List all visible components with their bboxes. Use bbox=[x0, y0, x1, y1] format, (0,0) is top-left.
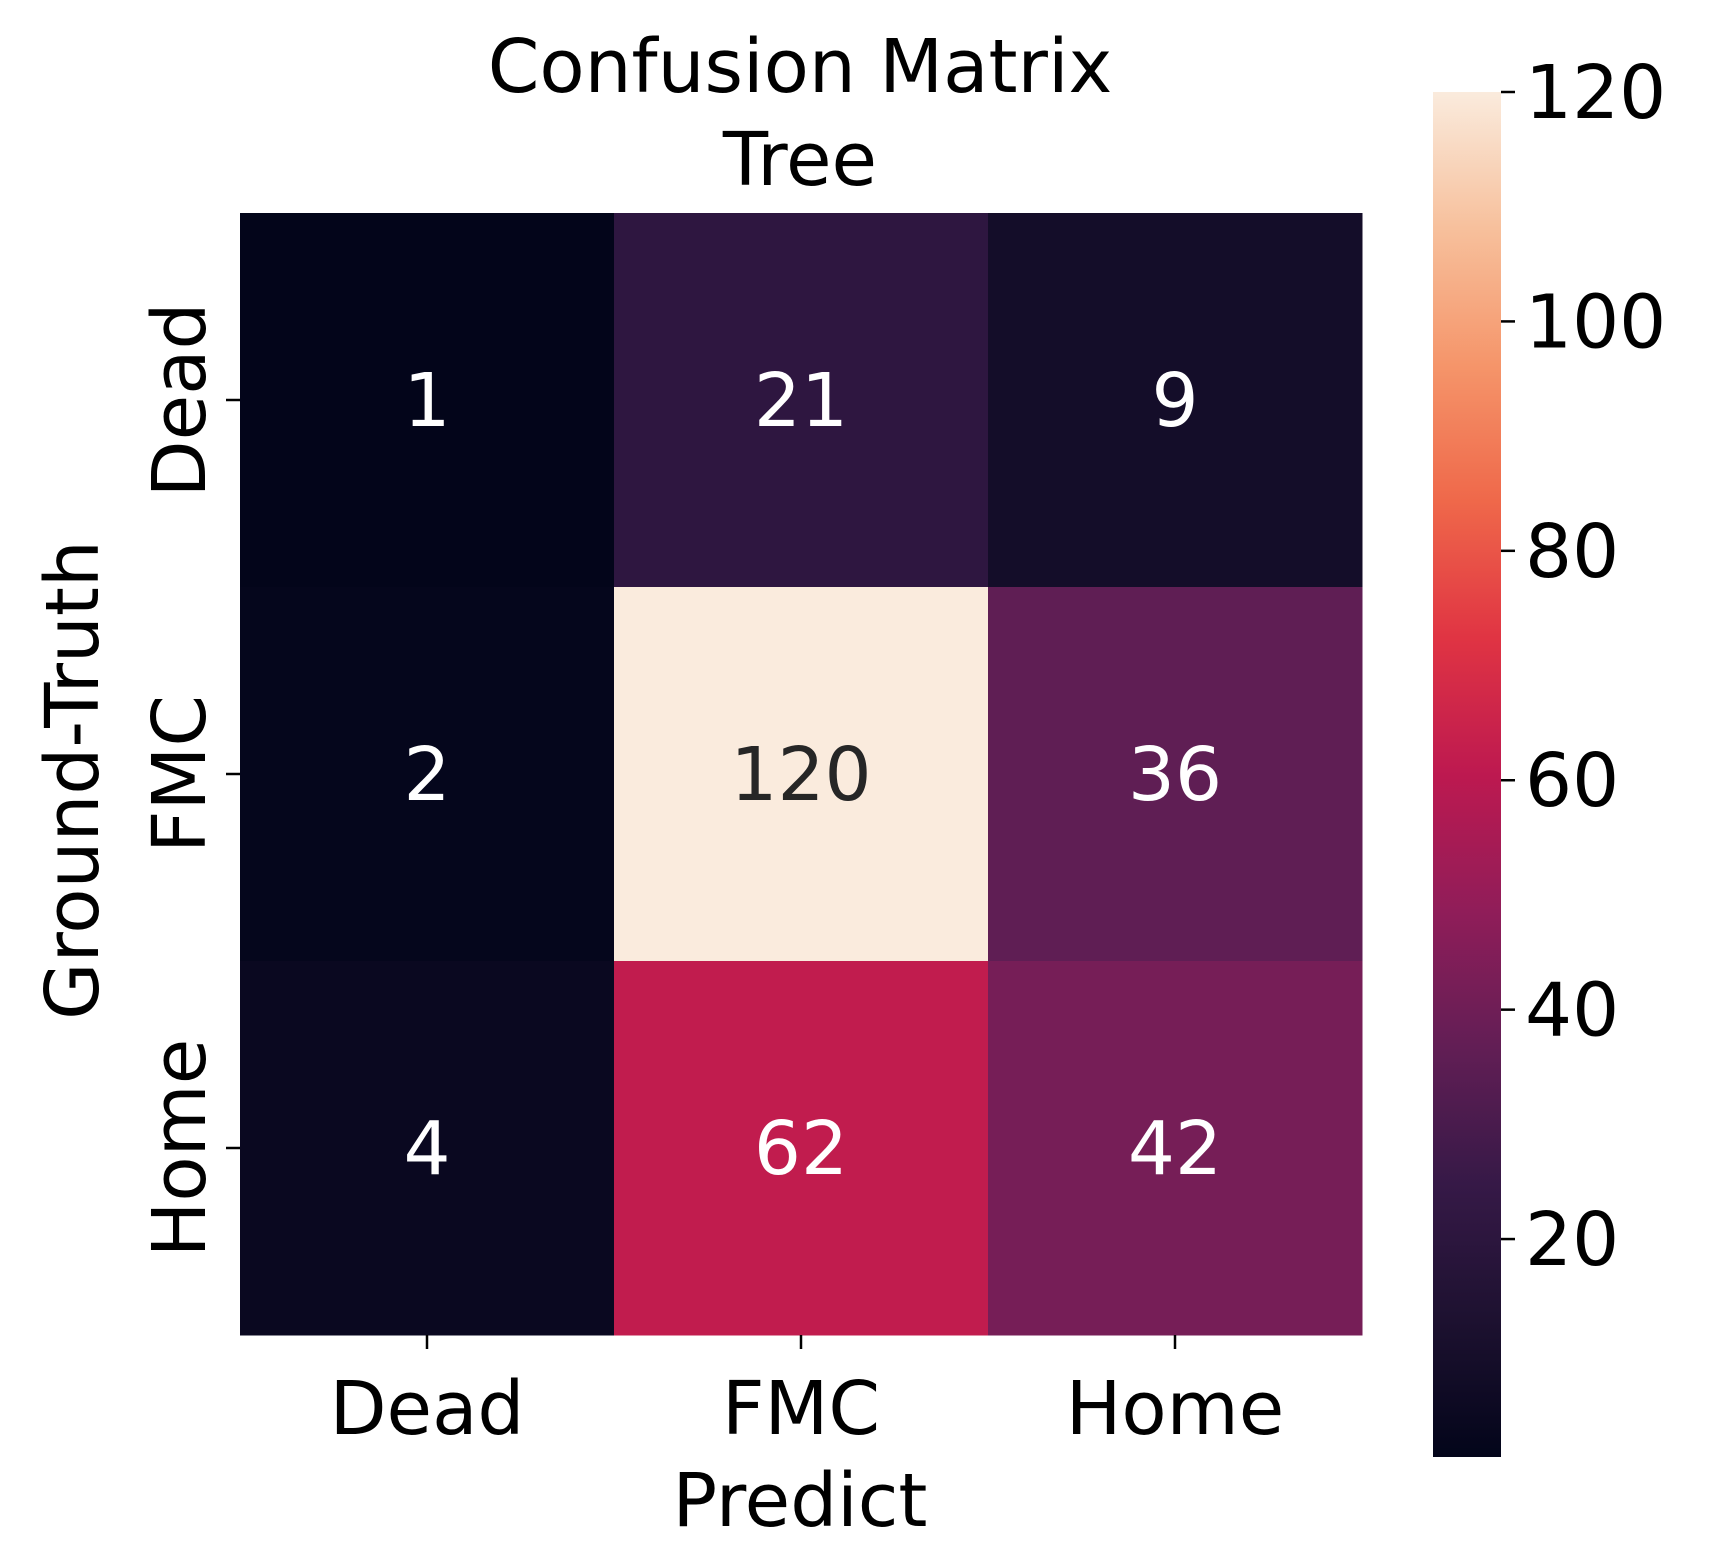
heatmap-cell-label: 1 bbox=[403, 358, 450, 444]
heatmap-cell-label: 21 bbox=[754, 358, 848, 444]
colorbar: 20 40 60 80 100 120 bbox=[1433, 50, 1666, 1457]
y-tick-label: Home bbox=[137, 1039, 223, 1258]
heatmap-cell bbox=[240, 961, 615, 1336]
heatmap-cell-label: 36 bbox=[1128, 732, 1222, 818]
colorbar-tick-label: 20 bbox=[1525, 1197, 1619, 1283]
heatmap-cell bbox=[240, 587, 615, 962]
chart-title-line-1: Confusion Matrix bbox=[488, 24, 1113, 110]
y-tick-label: FMC bbox=[137, 695, 223, 853]
heatmap-cell bbox=[614, 213, 989, 588]
x-axis-label: Predict bbox=[673, 1458, 928, 1544]
heatmap-cell-label: 9 bbox=[1151, 358, 1198, 444]
colorbar-tick-label: 40 bbox=[1525, 968, 1619, 1054]
heatmap-cell-label: 42 bbox=[1128, 1106, 1222, 1192]
colorbar-gradient bbox=[1433, 92, 1501, 1457]
x-axis: Dead FMC Home bbox=[330, 1335, 1285, 1452]
x-tick-label: Dead bbox=[330, 1366, 525, 1452]
colorbar-ticks: 20 40 60 80 100 120 bbox=[1501, 50, 1666, 1283]
heatmap-cell bbox=[988, 961, 1363, 1336]
colorbar-tick-label: 120 bbox=[1525, 50, 1666, 136]
colorbar-tick-label: 100 bbox=[1525, 279, 1666, 365]
heatmap-cell bbox=[614, 961, 989, 1336]
colorbar-tick-label: 80 bbox=[1525, 509, 1619, 595]
x-tick-label: FMC bbox=[722, 1366, 880, 1452]
heatmap-cell bbox=[614, 587, 989, 962]
y-axis: Dead FMC Home bbox=[137, 303, 240, 1258]
chart-title: Confusion Matrix Tree bbox=[488, 24, 1113, 203]
heatmap-cell bbox=[988, 587, 1363, 962]
heatmap-cell-label: 120 bbox=[730, 732, 871, 818]
heatmap-cell-label: 62 bbox=[754, 1106, 848, 1192]
heatmap-cell bbox=[240, 213, 615, 588]
colorbar-tick-label: 60 bbox=[1525, 738, 1619, 824]
heatmap-cell bbox=[988, 213, 1363, 588]
heatmap-cell-label: 2 bbox=[403, 732, 450, 818]
x-tick-label: Home bbox=[1066, 1366, 1285, 1452]
chart-title-line-2: Tree bbox=[722, 117, 877, 203]
heatmap-cells bbox=[240, 213, 1363, 1336]
heatmap-cell-labels: 1 21 9 2 120 36 4 62 42 bbox=[403, 358, 1222, 1192]
y-tick-label: Dead bbox=[137, 303, 223, 498]
heatmap-cell-label: 4 bbox=[403, 1106, 450, 1192]
y-axis-label: Ground-Truth bbox=[30, 540, 116, 1020]
